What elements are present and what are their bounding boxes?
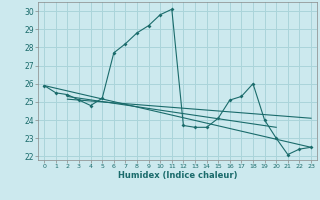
X-axis label: Humidex (Indice chaleur): Humidex (Indice chaleur) bbox=[118, 171, 237, 180]
